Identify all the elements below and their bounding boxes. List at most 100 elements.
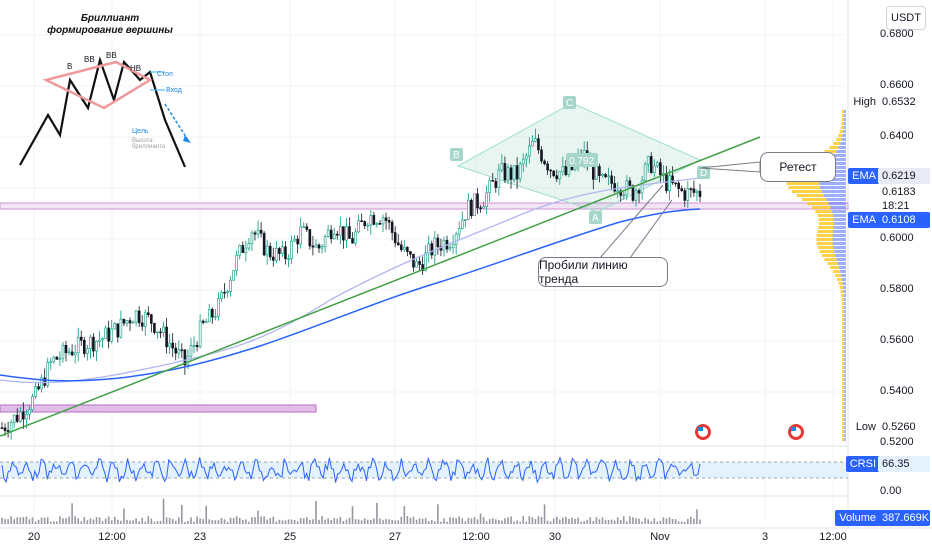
volume-bar — [482, 517, 485, 524]
volume-bar — [507, 517, 509, 524]
candle-body — [403, 246, 406, 251]
volume-profile-bar — [827, 162, 846, 165]
volume-bar — [4, 519, 6, 524]
volume-bar — [202, 519, 204, 524]
candle-body — [329, 229, 333, 240]
volume-bar — [333, 517, 336, 524]
volume-bar — [540, 517, 543, 524]
countdown-value: 18:21 — [882, 200, 910, 212]
volume-bar — [89, 518, 92, 524]
volume-bar — [589, 517, 592, 524]
volume-profile-bar — [844, 382, 846, 385]
volume-bar — [165, 517, 168, 524]
volume-bar — [516, 520, 518, 524]
volume-profile-bar — [833, 222, 846, 225]
volume-bar — [208, 519, 211, 524]
volume-bar — [269, 518, 272, 524]
candle-body — [18, 411, 22, 422]
ema-slow-label: EMA — [852, 214, 876, 226]
candle-body — [409, 251, 412, 255]
volume-profile-bar — [844, 326, 846, 329]
volume-bar — [126, 519, 128, 524]
pattern-labels: B C A D 0.792 — [450, 96, 710, 224]
volume-bar — [171, 519, 174, 524]
volume-bar — [470, 518, 473, 524]
volume-bar — [363, 518, 366, 524]
volume-bar — [638, 518, 640, 524]
inset-label: Цель — [132, 128, 149, 135]
volume-bar — [461, 518, 464, 524]
volume-bar — [196, 516, 198, 524]
candle-body — [284, 246, 287, 260]
volume-bar — [592, 521, 595, 524]
candle-body — [622, 194, 626, 197]
volume-bar — [181, 504, 183, 524]
volume-profile-bar — [818, 218, 834, 221]
volume-bar — [394, 520, 396, 524]
candle-body — [207, 308, 211, 323]
volume-profile-bar — [841, 330, 845, 333]
resistance-zone — [0, 202, 849, 210]
candle-body — [73, 352, 77, 356]
volume-profile-bar — [841, 314, 845, 317]
volume-profile-bar — [844, 322, 846, 325]
pattern-point-c: C — [566, 98, 573, 109]
candle-body — [201, 320, 205, 323]
volume-bar — [290, 519, 293, 524]
us-flag-event-icon[interactable] — [788, 424, 804, 440]
volume-profile-bar — [836, 278, 842, 281]
candle-body — [351, 238, 354, 244]
volume-bar — [40, 517, 43, 524]
volume-profile-bar — [833, 230, 846, 233]
trendline-break-callout[interactable]: Пробили линию тренда — [538, 257, 668, 287]
inset-label: Вход — [166, 87, 182, 94]
us-flag-event-icon[interactable] — [695, 424, 711, 440]
candle-body — [134, 310, 138, 323]
x-tick: 3 — [761, 531, 769, 543]
volume-bar — [449, 517, 451, 524]
candle-body — [6, 430, 10, 432]
volume-bar — [604, 520, 607, 524]
volume-profile-bar — [828, 202, 846, 205]
volume-bar — [376, 502, 378, 524]
volume-profile-bar — [844, 110, 846, 113]
candle-body — [22, 411, 25, 420]
volume-bar — [223, 519, 226, 524]
volume-profile-bar — [844, 302, 846, 305]
candle-body — [9, 422, 13, 432]
retest-callout[interactable]: Ретест — [760, 152, 836, 182]
volume-profile-bar — [815, 210, 833, 213]
volume-profile-bar — [839, 130, 844, 133]
candle-body — [515, 165, 519, 180]
candle-body — [49, 361, 53, 363]
candle-body — [342, 226, 345, 241]
volume-bar — [464, 521, 467, 524]
candle-body — [0, 427, 4, 430]
volume-bar — [330, 519, 332, 524]
candle-body — [156, 331, 159, 334]
volume-bar — [7, 519, 9, 524]
volume-profile-bar — [817, 230, 834, 233]
volume-profile-bar — [832, 242, 846, 245]
volume-profile-bar — [832, 234, 846, 237]
volume-profile-bar — [844, 114, 846, 117]
candle-body — [357, 220, 360, 233]
candle-body — [616, 190, 620, 193]
volume-bar — [360, 520, 363, 524]
x-tick: 27 — [388, 531, 402, 543]
candle-body — [12, 414, 16, 423]
currency-unit-button[interactable]: USDT — [886, 6, 926, 30]
volume-bar — [248, 521, 250, 524]
candle-body — [3, 427, 7, 431]
volume-profile-bar — [844, 390, 846, 393]
y-tick: 0.5200 — [880, 436, 914, 448]
volume-bar — [312, 519, 314, 524]
volume-bar — [217, 520, 220, 524]
volume-bar — [519, 521, 521, 524]
volume-bar — [522, 516, 525, 524]
volume-profile-bar — [821, 254, 836, 257]
volume-profile-bar — [844, 310, 846, 313]
candle-body — [262, 232, 266, 256]
volume-profile-bar — [844, 374, 846, 377]
candle-body — [473, 193, 476, 217]
